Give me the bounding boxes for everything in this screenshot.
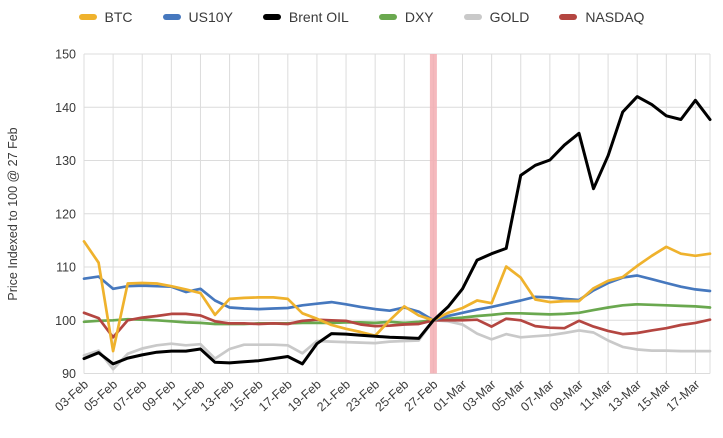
legend-swatch-gold <box>463 14 482 20</box>
legend-item-btc: BTC <box>78 9 133 25</box>
chart-legend: BTC US10Y Brent OIL DXY GOLD NASDAQ <box>0 10 723 24</box>
y-tick-label: 100 <box>55 314 76 328</box>
legend-label: US10Y <box>188 9 233 25</box>
legend-swatch-btc <box>78 14 97 20</box>
legend-label: Brent OIL <box>288 9 349 25</box>
y-tick-label: 120 <box>55 207 76 221</box>
axis-labels: 9010011012013014015003-Feb05-Feb07-Feb09… <box>52 48 702 415</box>
y-tick-label: 140 <box>55 101 76 115</box>
x-tick-label: 09-Mar <box>547 377 586 414</box>
legend-swatch-nasdaq <box>559 14 578 20</box>
series-lines <box>82 95 712 371</box>
legend-item-gold: GOLD <box>463 9 530 25</box>
y-axis-title: Price Indexed to 100 @ 27 Feb <box>6 127 20 300</box>
y-tick-label: 150 <box>55 48 76 62</box>
series-line-us10y <box>82 274 712 322</box>
x-tick-label: 09-Feb <box>140 377 179 414</box>
series-line-gold <box>82 318 712 371</box>
legend-item-us10y: US10Y <box>162 9 233 25</box>
y-tick-label: 90 <box>62 367 76 381</box>
index-date-band-layer <box>429 54 437 374</box>
index-date-band <box>429 54 437 374</box>
legend-swatch-brent-oil <box>262 14 281 20</box>
x-tick-label: 17-Mar <box>664 377 703 414</box>
legend-swatch-us10y <box>162 14 181 20</box>
series-line-nasdaq <box>82 311 712 339</box>
legend-item-nasdaq: NASDAQ <box>559 10 644 24</box>
legend-item-dxy: DXY <box>378 9 434 25</box>
legend-label: GOLD <box>489 9 530 25</box>
legend-label: BTC <box>104 9 133 25</box>
series-line-btc <box>82 240 712 353</box>
legend-swatch-dxy <box>378 14 397 20</box>
legend-label: NASDAQ <box>585 9 645 25</box>
y-tick-label: 130 <box>55 154 76 168</box>
series-line-dxy <box>82 302 712 326</box>
y-tick-label: 110 <box>56 261 76 275</box>
series-line-brent-oil <box>82 95 712 366</box>
legend-item-brent-oil: Brent OIL <box>262 9 349 25</box>
legend-label: DXY <box>404 9 434 25</box>
